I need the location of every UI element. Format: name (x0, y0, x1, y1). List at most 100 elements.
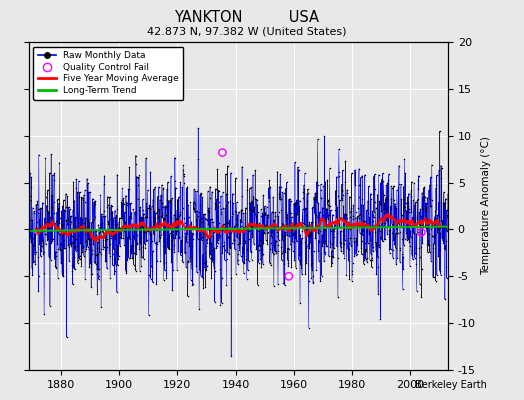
Point (160, 267, 169, 274)
Point (82, 238, 90, 244)
Point (34, 254, 42, 260)
Point (295, 203, 303, 210)
Point (316, 187, 325, 193)
Point (168, 195, 176, 202)
Point (344, 258, 353, 264)
Point (232, 216, 240, 222)
Point (350, 238, 358, 244)
Point (368, 208, 377, 214)
Point (350, 239, 358, 245)
Point (218, 274, 226, 281)
Point (420, 197, 428, 203)
Point (123, 202, 131, 208)
Point (228, 213, 236, 220)
Point (108, 251, 117, 257)
Point (133, 240, 141, 247)
Point (197, 214, 205, 221)
Point (407, 208, 416, 215)
Point (216, 233, 224, 239)
Point (403, 223, 412, 229)
Point (432, 172, 441, 178)
Point (359, 202, 367, 209)
Point (177, 249, 185, 255)
Point (401, 236, 409, 242)
Point (109, 228, 117, 234)
Point (27, 226, 35, 232)
Point (341, 158, 350, 164)
Point (73, 247, 81, 253)
Point (259, 240, 268, 246)
Point (215, 227, 224, 234)
Point (326, 203, 334, 210)
Point (270, 248, 279, 254)
Point (376, 234, 384, 240)
Point (128, 222, 137, 228)
Point (382, 182, 390, 188)
Point (180, 214, 189, 221)
Point (309, 280, 318, 286)
Point (31, 249, 40, 255)
Point (398, 236, 407, 242)
Point (330, 224, 339, 230)
Point (350, 235, 358, 241)
Point (326, 244, 334, 250)
Point (417, 244, 425, 250)
Point (417, 294, 425, 300)
Point (185, 257, 194, 264)
Point (336, 239, 344, 246)
Point (187, 276, 195, 283)
Point (328, 252, 336, 259)
Point (96, 229, 104, 236)
Point (227, 170, 235, 176)
Point (236, 240, 244, 246)
Point (243, 187, 252, 194)
Point (332, 188, 340, 194)
Point (85, 264, 93, 270)
Point (256, 224, 264, 231)
Point (124, 247, 132, 254)
Point (122, 268, 130, 274)
Point (298, 271, 306, 277)
Point (102, 228, 111, 234)
Point (62, 334, 71, 340)
Point (254, 247, 263, 253)
Point (82, 245, 91, 252)
Point (346, 221, 355, 228)
Point (122, 199, 130, 205)
Point (181, 234, 190, 240)
Point (48, 204, 56, 210)
Point (219, 242, 227, 249)
Point (91, 261, 100, 267)
Point (287, 227, 296, 234)
Point (118, 196, 126, 203)
Point (162, 274, 170, 281)
Point (426, 202, 434, 209)
Point (192, 223, 200, 230)
Point (116, 224, 124, 231)
Point (82, 232, 91, 238)
Point (441, 242, 449, 249)
Point (399, 183, 408, 190)
Point (438, 165, 446, 171)
Point (227, 240, 236, 246)
Point (174, 194, 183, 200)
Point (141, 223, 150, 230)
Point (293, 164, 302, 170)
Point (234, 230, 243, 236)
Point (194, 125, 202, 132)
Text: 42.873 N, 97.382 W (United States): 42.873 N, 97.382 W (United States) (147, 26, 346, 36)
Point (353, 242, 362, 248)
Point (51, 264, 60, 271)
Point (436, 225, 444, 232)
Point (106, 235, 115, 241)
Point (406, 228, 414, 234)
Point (410, 217, 419, 223)
Point (155, 206, 163, 212)
Point (196, 202, 204, 209)
Point (202, 262, 211, 269)
Point (123, 239, 132, 245)
Point (287, 197, 295, 204)
Point (364, 239, 372, 246)
Point (107, 210, 116, 216)
Point (206, 251, 214, 258)
